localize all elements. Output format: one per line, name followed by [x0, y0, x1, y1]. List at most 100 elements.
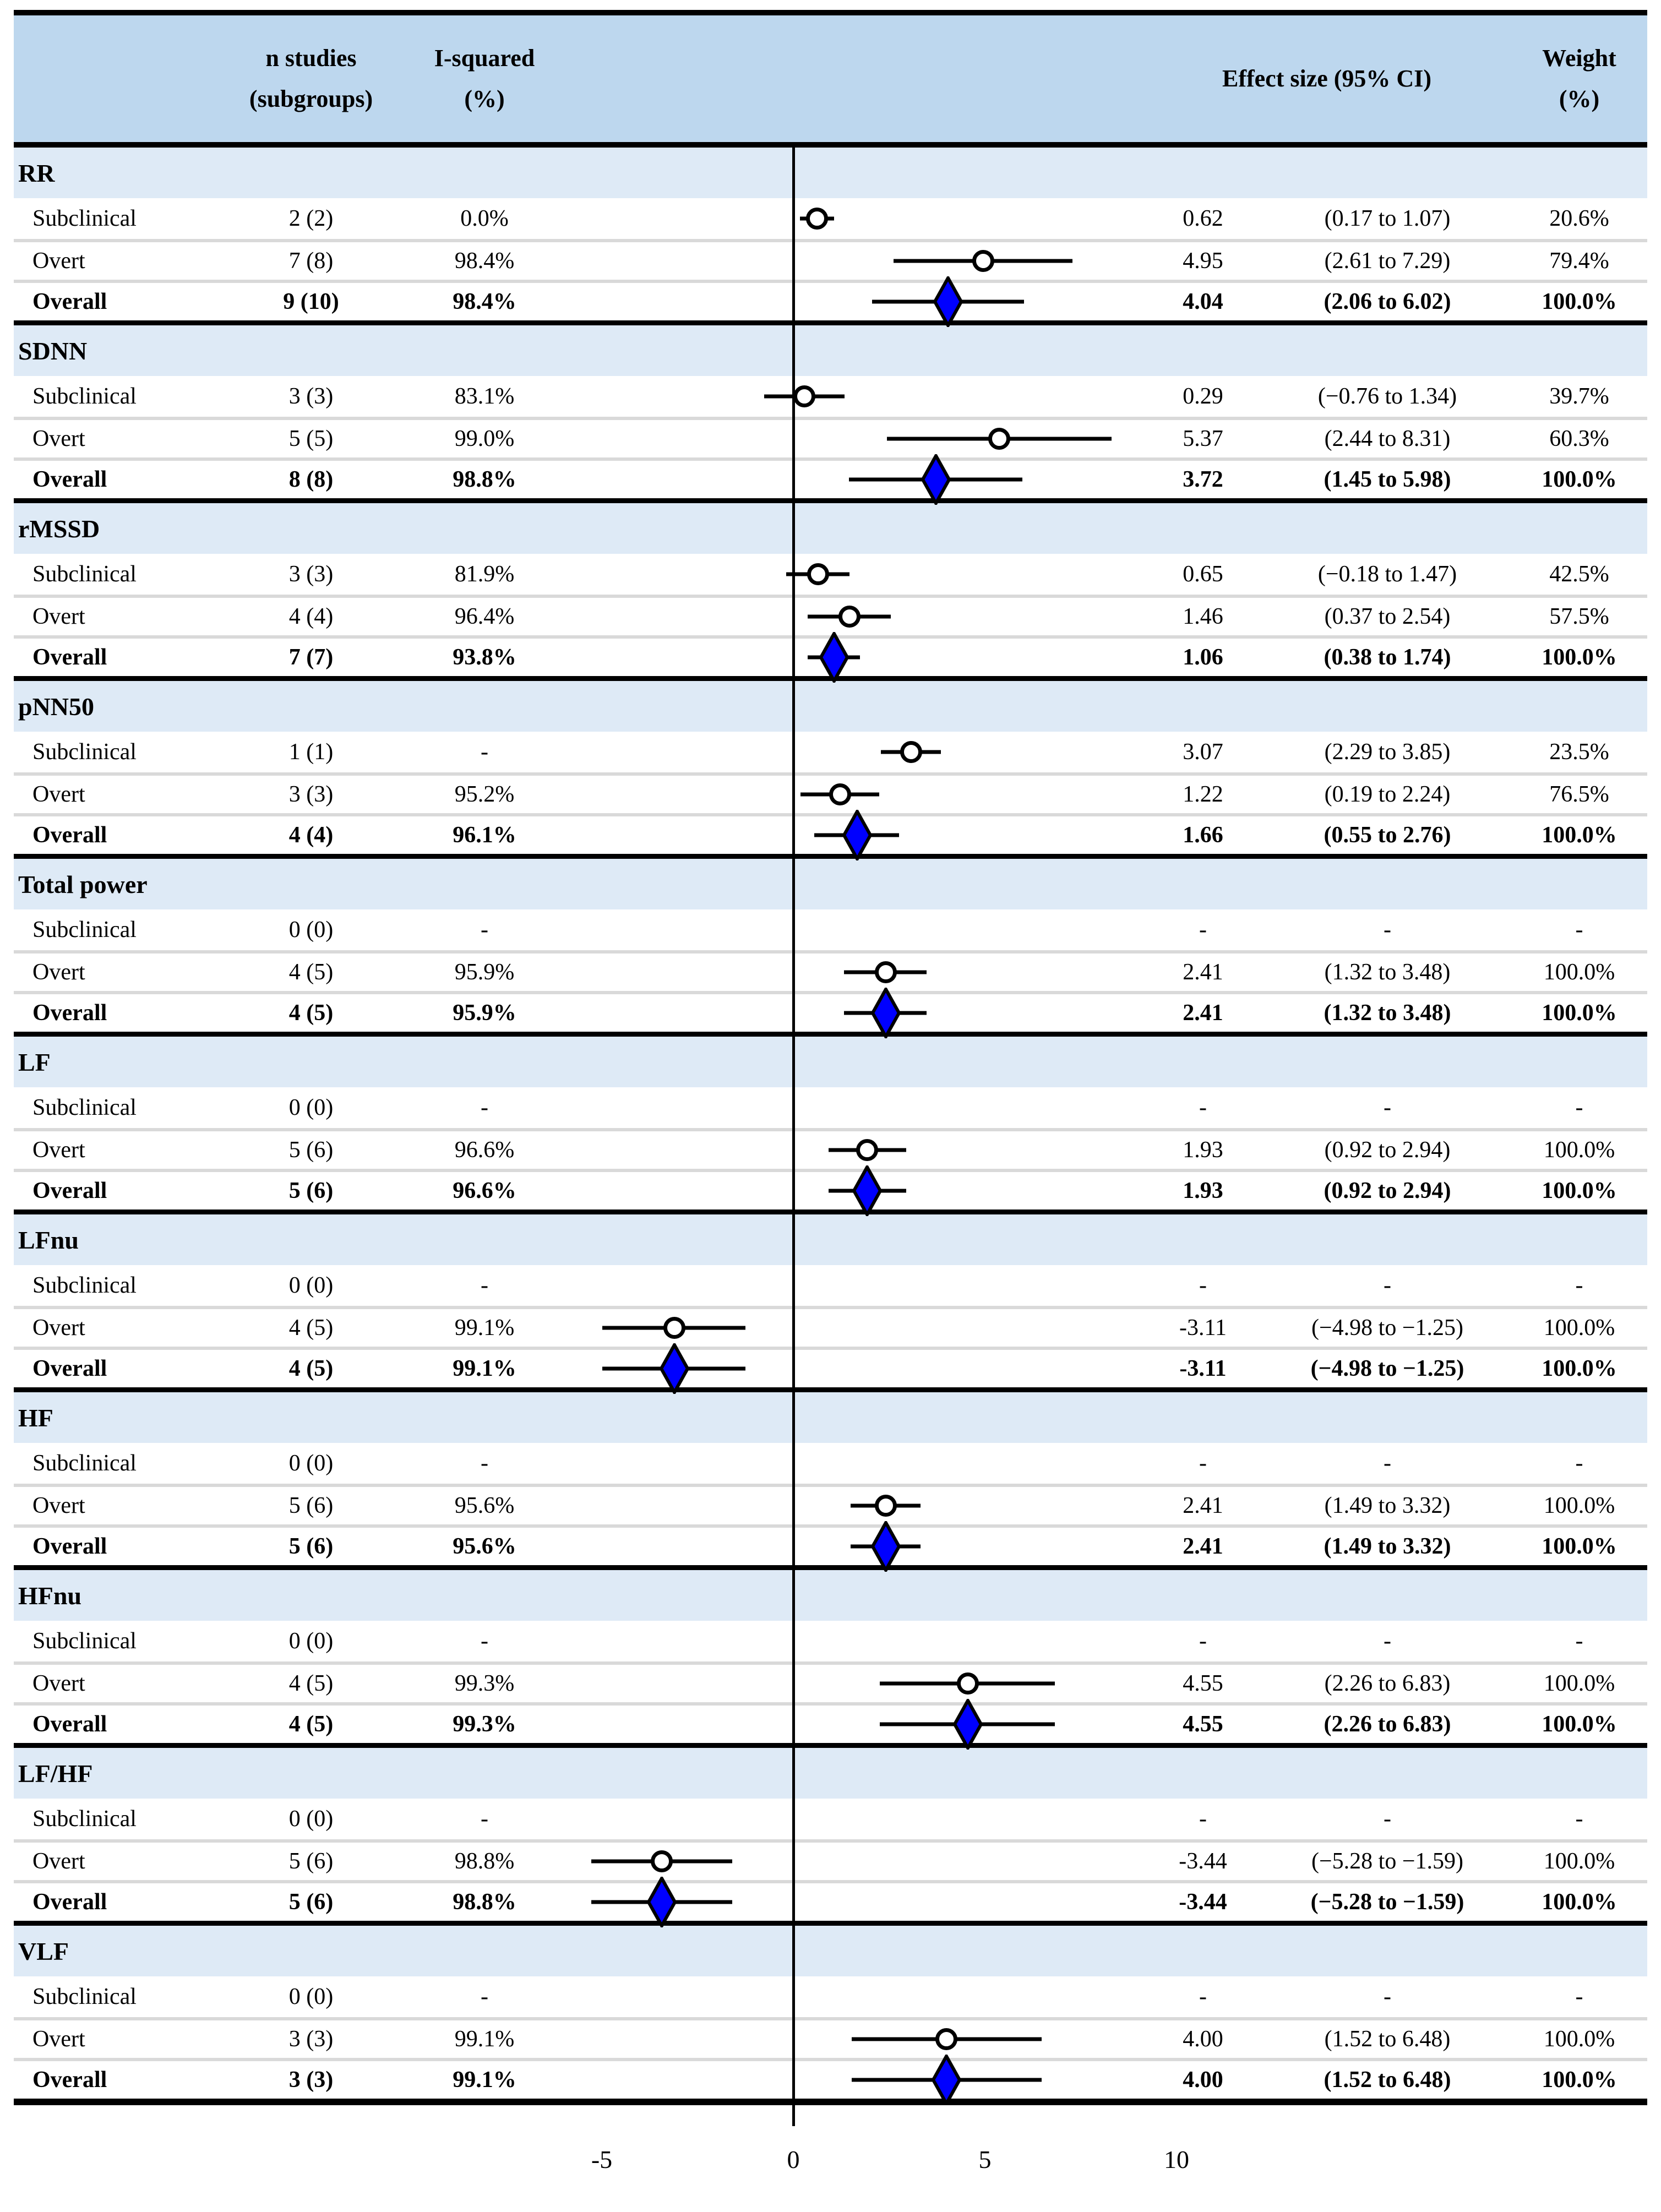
row-rmssd-subclinical: Subclinical 3 (3) 81.9% 0.65 (−0.18 to 1.47)…	[14, 554, 1647, 595]
forest-table: n studies (subgroups) I-squared (%) Effe…	[14, 10, 1647, 2173]
row-hfnu-overall: Overall 4 (5) 99.3% 4.55 (2.26 to 6.83) 100.0…	[14, 1697, 1647, 1752]
cell-weight: -	[1575, 1806, 1583, 1832]
cell-subgroup-label: Overt	[32, 1137, 85, 1163]
row-lf-hf-overall: Overall 5 (6) 98.8% -3.44 (−5.28 to −1.59) 10…	[14, 1875, 1647, 1930]
cell-i-squared: 95.6%	[453, 1534, 516, 1559]
group-hfnu: HFnu Subclinical 0 (0) - - - - Overt 4 (5) 99.3% 4…	[14, 1570, 1647, 1752]
cell-confidence-interval: -	[1384, 1273, 1391, 1298]
group-pnn50: pNN50 Subclinical 1 (1) - 3.07 (2.29 to 3.85)…	[14, 681, 1647, 863]
cell-subgroup-label: Subclinical	[32, 1984, 137, 2009]
cell-weight: 100.0%	[1543, 1671, 1615, 1696]
effect-circle-marker	[793, 385, 816, 407]
cell-confidence-interval: (0.92 to 2.94)	[1324, 1178, 1451, 1203]
cell-effect-size: 2.41	[1183, 1000, 1223, 1026]
group-sdnn: SDNN Subclinical 3 (3) 83.1% 0.29 (−0.76 to 1…	[14, 325, 1647, 507]
cell-confidence-interval: (1.32 to 3.48)	[1324, 1000, 1451, 1026]
group-header-row-rr: RR	[14, 148, 1647, 198]
cell-subgroup-label: Subclinical	[32, 206, 137, 231]
cell-subgroup-label: Overall	[32, 645, 107, 670]
cell-n-studies: 5 (6)	[288, 1493, 334, 1518]
cell-i-squared: 95.9%	[453, 1000, 516, 1026]
axis-tick-label-0: 0	[787, 2145, 800, 2173]
effect-circle-marker	[935, 2028, 958, 2050]
cell-effect-size: -3.44	[1179, 1849, 1227, 1874]
cell-weight: 100.0%	[1542, 1000, 1617, 1026]
zero-line	[792, 148, 795, 2126]
header-effect-size-text: Effect size (95% CI)	[1222, 65, 1431, 92]
cell-n-studies: 0 (0)	[288, 1273, 334, 1298]
row-lf-overall: Overall 5 (6) 96.6% 1.93 (0.92 to 2.94) 100.0…	[14, 1163, 1647, 1218]
group-vlf: VLF Subclinical 0 (0) - - - - Overt 3 (3) 99.1% 4.…	[14, 1926, 1647, 2107]
cell-weight: 100.0%	[1542, 645, 1617, 670]
cell-effect-size: -	[1199, 1451, 1207, 1476]
group-label: Total power	[18, 870, 148, 898]
cell-confidence-interval: (1.32 to 3.48)	[1324, 960, 1451, 985]
cell-effect-size: 1.93	[1183, 1178, 1223, 1203]
cell-confidence-interval: (0.38 to 1.74)	[1324, 645, 1451, 670]
cell-weight: 100.0%	[1542, 822, 1617, 848]
row-total-power-overt: Overt 4 (5) 95.9% 2.41 (1.32 to 3.48) 100.0%	[14, 950, 1647, 991]
cell-n-studies: 3 (3)	[288, 782, 334, 807]
row-lfnu-overt: Overt 4 (5) 99.1% -3.11 (−4.98 to −1.25) 100.…	[14, 1306, 1647, 1347]
effect-circle-marker	[972, 250, 994, 272]
row-rr-overall: Overall 9 (10) 98.4% 4.04 (2.06 to 6.02) 100.…	[14, 274, 1647, 329]
cell-n-studies: 3 (3)	[288, 384, 334, 409]
cell-effect-size: -3.11	[1179, 1315, 1227, 1341]
cell-i-squared: 99.3%	[453, 1712, 516, 1737]
effect-circle-marker	[807, 563, 830, 585]
row-total-power-subclinical: Subclinical 0 (0) - - - -	[14, 909, 1647, 950]
cell-confidence-interval: (2.61 to 7.29)	[1324, 248, 1451, 274]
cell-effect-size: -	[1199, 1095, 1207, 1120]
row-sdnn-overt: Overt 5 (5) 99.0% 5.37 (2.44 to 8.31) 60.3%	[14, 417, 1647, 457]
row-hf-overall: Overall 5 (6) 95.6% 2.41 (1.49 to 3.32) 100.0…	[14, 1519, 1647, 1574]
table-header-row: n studies (subgroups) I-squared (%) Effe…	[14, 15, 1647, 142]
cell-subgroup-label: Overt	[32, 248, 85, 274]
cell-subgroup-label: Overall	[32, 822, 107, 848]
effect-circle-marker	[874, 961, 897, 983]
cell-i-squared: 0.0%	[460, 206, 509, 231]
cell-subgroup-label: Overt	[32, 426, 85, 451]
cell-n-studies: 0 (0)	[288, 1984, 334, 2009]
overall-diamond-marker	[852, 1163, 883, 1218]
cell-i-squared: 99.1%	[454, 1315, 515, 1341]
cell-confidence-interval: (1.45 to 5.98)	[1324, 467, 1451, 492]
cell-confidence-interval: (2.26 to 6.83)	[1324, 1671, 1451, 1696]
cell-n-studies: 5 (6)	[288, 1889, 334, 1915]
cell-i-squared: 98.4%	[454, 248, 515, 274]
cell-subgroup-label: Overt	[32, 960, 85, 985]
cell-effect-size: -3.11	[1179, 1356, 1227, 1381]
cell-confidence-interval: (2.26 to 6.83)	[1324, 1712, 1451, 1737]
cell-n-studies: 7 (8)	[288, 248, 334, 274]
cell-confidence-interval: (0.17 to 1.07)	[1324, 206, 1451, 231]
cell-subgroup-label: Overall	[32, 289, 107, 314]
cell-i-squared: 96.1%	[453, 822, 516, 848]
cell-weight: 39.7%	[1549, 384, 1609, 409]
axis-tick-label-10: 10	[1164, 2145, 1189, 2173]
group-lf: LF Subclinical 0 (0) - - - - Overt 5 (6) 96.6% 1.9…	[14, 1037, 1647, 1218]
cell-effect-size: 1.22	[1183, 782, 1223, 807]
cell-n-studies: 4 (4)	[288, 604, 334, 629]
effect-circle-marker	[829, 783, 851, 805]
cell-weight: 60.3%	[1549, 426, 1609, 451]
cell-confidence-interval: (0.55 to 2.76)	[1324, 822, 1451, 848]
cell-i-squared: -	[481, 1628, 488, 1654]
row-lfnu-subclinical: Subclinical 0 (0) - - - -	[14, 1265, 1647, 1306]
header-effect-size: Effect size (95% CI)	[1142, 67, 1511, 91]
cell-n-studies: 4 (5)	[288, 960, 334, 985]
group-lfnu: LFnu Subclinical 0 (0) - - - - Overt 4 (5) 99.1% -…	[14, 1214, 1647, 1396]
cell-n-studies: 5 (6)	[288, 1178, 334, 1203]
cell-i-squared: -	[481, 1984, 488, 2009]
cell-n-studies: 5 (5)	[288, 426, 334, 451]
cell-subgroup-label: Subclinical	[32, 1451, 137, 1476]
cell-subgroup-label: Overall	[32, 1534, 107, 1559]
group-label: RR	[18, 159, 55, 187]
cell-weight: 100.0%	[1543, 2026, 1615, 2052]
cell-confidence-interval: (−0.76 to 1.34)	[1317, 384, 1457, 409]
cell-weight: -	[1575, 917, 1583, 942]
cell-i-squared: 99.1%	[453, 1356, 516, 1381]
cell-weight: 100.0%	[1542, 1178, 1617, 1203]
cell-effect-size: 5.37	[1183, 426, 1223, 451]
cell-effect-size: 1.06	[1183, 645, 1223, 670]
group-label: HF	[18, 1403, 53, 1432]
